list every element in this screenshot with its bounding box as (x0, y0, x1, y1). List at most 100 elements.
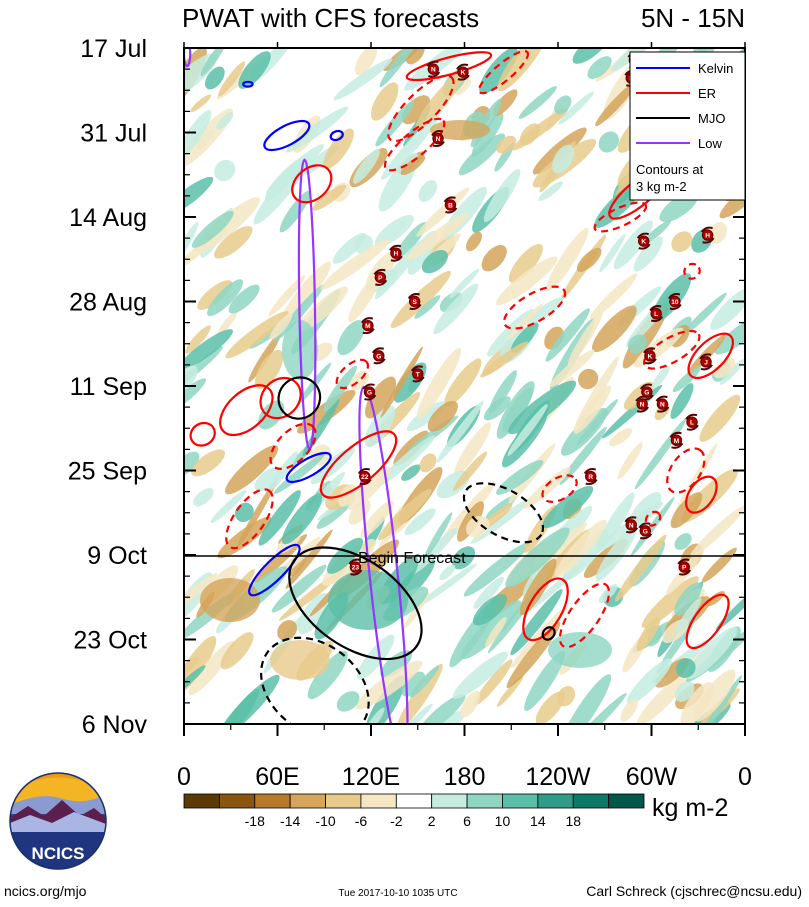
storm-label: H (394, 251, 399, 258)
storm-label: M (674, 438, 679, 445)
legend-low-label: Low (698, 136, 722, 151)
field-streak (271, 564, 327, 613)
x-tick-label: 180 (444, 763, 486, 791)
storm-marker: G (638, 522, 653, 540)
field-streak (554, 519, 607, 578)
field-streak (483, 396, 511, 421)
storm-label: N (660, 402, 665, 409)
field-streak (414, 295, 441, 319)
storm-marker: B (443, 196, 458, 214)
x-tick-label: 0 (177, 763, 191, 791)
legend-note-line2: 3 kg m-2 (636, 179, 687, 194)
chart-title: PWAT with CFS forecasts (182, 3, 479, 33)
er-contour (387, 74, 455, 143)
field-streak (542, 485, 594, 529)
colorbar-swatch (608, 793, 645, 809)
field-streak (527, 297, 564, 325)
storm-label: L (690, 420, 694, 427)
field-streak (535, 691, 565, 724)
field-streak (587, 56, 612, 79)
storm-label: 22 (361, 474, 369, 481)
x-tick-label: 60E (255, 763, 299, 791)
y-tick-label: 28 Aug (69, 289, 147, 317)
field-streak (416, 347, 462, 420)
field-streak (379, 48, 424, 88)
x-tick-label: 120W (525, 763, 591, 791)
storm-label: K (641, 239, 646, 246)
x-tick-label: 60W (626, 763, 678, 791)
field-streak (471, 113, 504, 157)
field-streak (506, 621, 561, 689)
field-streak (538, 181, 564, 201)
storm-label: P (682, 565, 687, 572)
field-streak (416, 187, 470, 237)
field-streak (576, 247, 602, 272)
field-streak (191, 210, 234, 248)
y-tick-label: 31 Jul (80, 120, 147, 148)
field-streak (546, 227, 589, 292)
field-streak (689, 505, 745, 558)
mjo-contour (288, 546, 423, 661)
field-streak (439, 564, 456, 581)
field-streak (264, 158, 303, 202)
field-streak (641, 576, 699, 629)
field-streak (290, 555, 307, 577)
storm-marker: 10 (668, 293, 682, 310)
field-streak (277, 620, 297, 641)
field-streak (297, 286, 348, 332)
field-streak (204, 66, 225, 90)
field-streak (454, 422, 491, 476)
field-streak (405, 48, 425, 65)
mjo-contour (541, 626, 556, 641)
storm-marker: H (700, 226, 715, 244)
field-streak (681, 292, 727, 337)
field-streak (375, 100, 415, 147)
mjo-contour (277, 376, 322, 420)
storm-marker: K (636, 232, 651, 250)
field-streak (409, 665, 440, 698)
storm-label: N (436, 136, 441, 143)
er-contour (685, 593, 730, 650)
field-streak (380, 346, 423, 418)
field-streak (554, 95, 572, 115)
field-streak (207, 279, 244, 317)
storm-marker: M (361, 317, 375, 335)
field-streak (190, 94, 212, 113)
field-streak (506, 303, 543, 341)
field-streak (248, 331, 282, 383)
field-streak (401, 464, 421, 481)
field-streak (238, 51, 271, 89)
field-streak (636, 671, 691, 724)
colorbar-tick-label: -6 (355, 813, 368, 829)
field-streak (549, 349, 595, 387)
field-streak (336, 691, 360, 712)
storm-marker: S (407, 293, 422, 310)
er-contour (522, 577, 569, 642)
colorbar-tick-label: -18 (245, 813, 265, 829)
field-streak (184, 378, 207, 414)
y-tick-label: 25 Sep (68, 458, 147, 486)
field-streak (559, 426, 607, 486)
kelvin-contour (242, 80, 254, 88)
storm-marker: K (456, 63, 470, 81)
field-blob (200, 578, 260, 622)
storm-marker: R (583, 468, 598, 486)
field-streak (598, 131, 619, 153)
field-streak (224, 445, 279, 495)
kelvin-contour (285, 451, 332, 484)
field-streak (458, 133, 506, 176)
storm-label: K (648, 353, 653, 360)
field-streak (674, 681, 695, 702)
field-streak (258, 490, 301, 546)
field-streak (481, 245, 507, 272)
field-streak (406, 401, 445, 432)
colorbar-units: kg m-2 (652, 794, 728, 822)
field-streak (427, 400, 458, 432)
y-tick-label: 17 Jul (80, 35, 147, 63)
field-streak (184, 109, 212, 160)
kelvin-contour (248, 543, 301, 597)
field-streak (254, 349, 284, 389)
field-streak (433, 283, 479, 335)
legend-er-label: ER (698, 86, 716, 101)
